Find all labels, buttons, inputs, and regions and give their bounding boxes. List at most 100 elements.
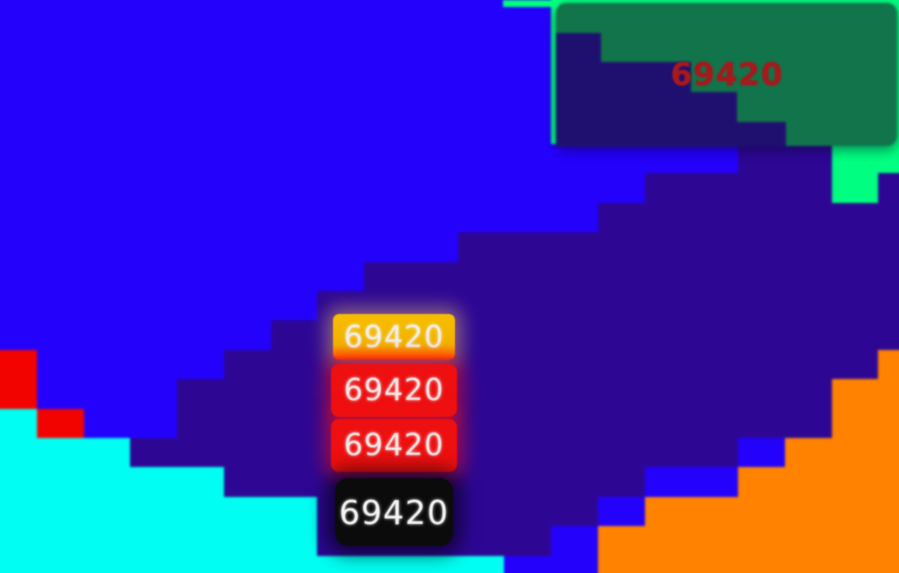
map-cell [504, 55, 552, 87]
map-cell [738, 320, 786, 351]
map-cell [410, 114, 459, 145]
map-cell [317, 202, 365, 234]
map-cell [738, 467, 786, 498]
map-cell [36, 55, 85, 87]
map-cell [644, 144, 693, 175]
map-cell [317, 173, 365, 204]
map-cell [878, 320, 899, 351]
map-cell [504, 261, 552, 292]
map-cell [784, 144, 833, 175]
map-cell [364, 261, 412, 292]
map-cell [410, 232, 459, 263]
map-cell [597, 202, 646, 234]
map-cell [83, 408, 132, 439]
map-cell [457, 320, 506, 351]
map-cell [364, 114, 412, 145]
map-cell [130, 85, 178, 116]
map-cell [878, 261, 899, 292]
map-cell [457, 173, 506, 204]
top-green-strip [503, 0, 558, 7]
map-cell [457, 408, 506, 439]
map-cell [457, 26, 506, 57]
map-cell [691, 291, 739, 322]
map-cell [597, 173, 646, 204]
score-badge-red-1[interactable]: 69420 [331, 364, 457, 417]
map-cell [0, 261, 38, 292]
map-cell [738, 232, 786, 263]
score-badge-black[interactable]: 69420 [335, 478, 453, 546]
map-cell [738, 173, 786, 204]
map-cell [223, 144, 272, 175]
map-cell [0, 526, 38, 557]
map-cell [644, 379, 693, 410]
map-cell [784, 526, 833, 557]
map-cell [36, 408, 85, 439]
map-cell [504, 379, 552, 410]
map-cell [691, 408, 739, 439]
map-cell [270, 173, 319, 204]
map-cell [457, 202, 506, 234]
map-cell [223, 349, 272, 381]
map-cell [223, 26, 272, 57]
map-cell [457, 467, 506, 498]
score-badge-gold[interactable]: 69420 [333, 314, 455, 360]
map-cell [597, 408, 646, 439]
map-cell [83, 438, 132, 469]
map-cell [177, 467, 225, 498]
map-cell [410, 173, 459, 204]
map-cell [364, 202, 412, 234]
map-cell [36, 496, 85, 528]
map-cell [738, 261, 786, 292]
map-cell [36, 173, 85, 204]
map-cell [317, 232, 365, 263]
map-cell [223, 555, 272, 573]
map-cell [130, 261, 178, 292]
map-cell [504, 555, 552, 573]
map-cell [784, 408, 833, 439]
map-cell [597, 496, 646, 528]
map-cell [831, 291, 880, 322]
map-cell [83, 496, 132, 528]
map-cell [270, 467, 319, 498]
map-cell [130, 555, 178, 573]
map-cell [0, 55, 38, 87]
map-cell [317, 85, 365, 116]
map-cell [551, 496, 599, 528]
map-cell [784, 496, 833, 528]
map-cell [831, 202, 880, 234]
map-cell [784, 555, 833, 573]
map-cell [177, 85, 225, 116]
map-cell [784, 173, 833, 204]
map-cell [317, 144, 365, 175]
map-cell [270, 291, 319, 322]
map-cell [0, 320, 38, 351]
map-cell [270, 555, 319, 573]
map-cell [0, 202, 38, 234]
map-cell [270, 526, 319, 557]
map-cell [597, 144, 646, 175]
map-cell [317, 555, 365, 573]
map-cell [878, 379, 899, 410]
map-cell [831, 379, 880, 410]
map-cell [83, 555, 132, 573]
score-badge-red-2[interactable]: 69420 [331, 419, 457, 472]
map-cell [364, 0, 412, 28]
map-cell [130, 144, 178, 175]
map-cell [177, 261, 225, 292]
map-cell [410, 261, 459, 292]
map-cell [504, 202, 552, 234]
map-cell [784, 261, 833, 292]
map-cell [691, 438, 739, 469]
map-cell [270, 26, 319, 57]
map-cell [364, 85, 412, 116]
map-cell [0, 496, 38, 528]
navy-territory-step [556, 33, 601, 63]
map-cell [83, 232, 132, 263]
map-cell [691, 173, 739, 204]
map-cell [130, 349, 178, 381]
map-cell [597, 232, 646, 263]
map-cell [551, 202, 599, 234]
map-cell [317, 26, 365, 57]
map-cell [83, 55, 132, 87]
